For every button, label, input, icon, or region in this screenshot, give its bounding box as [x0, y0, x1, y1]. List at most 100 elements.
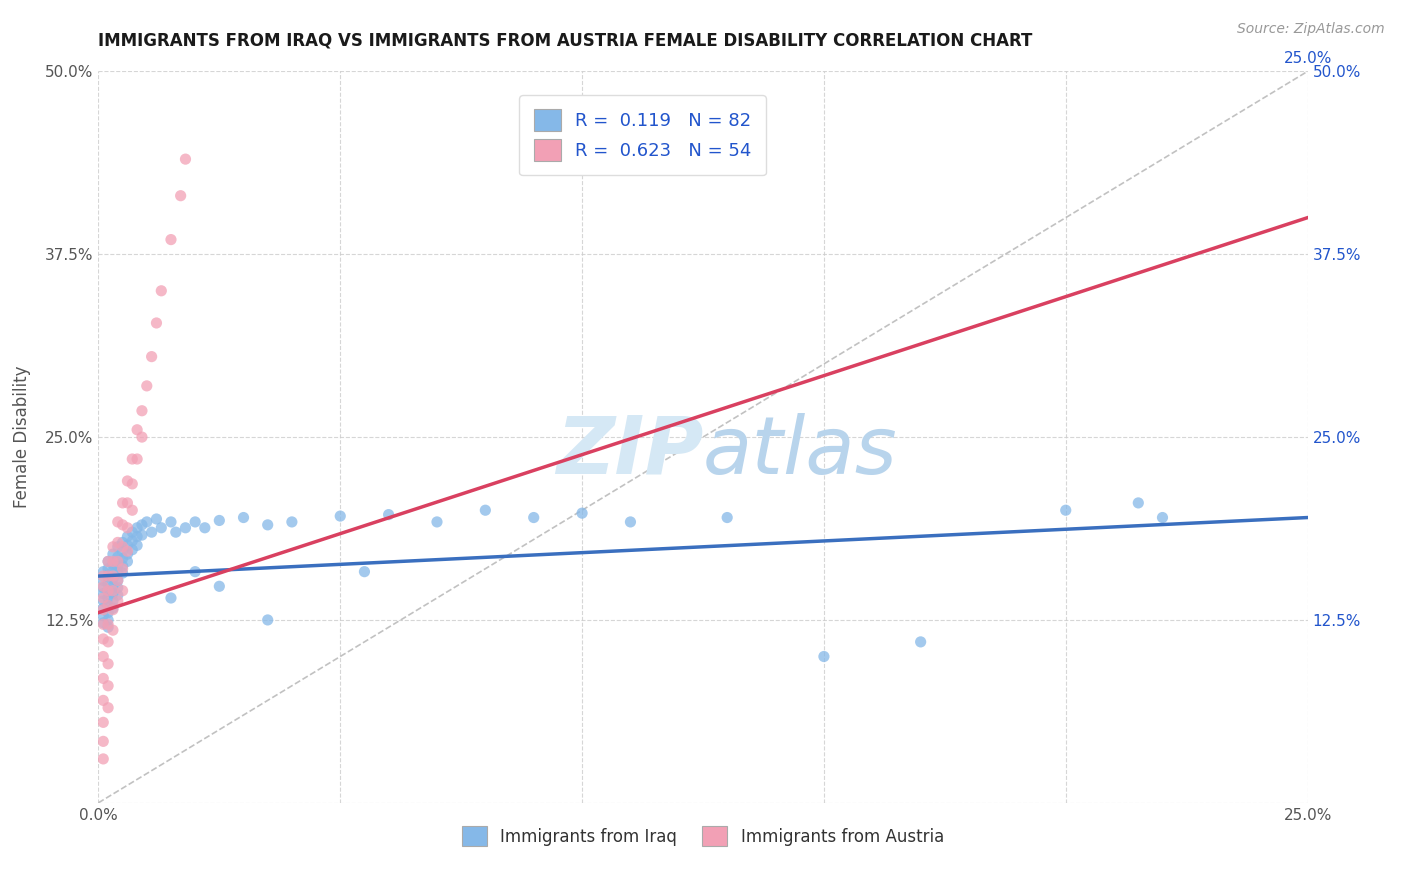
- Point: [101, 565, 124, 579]
- Y-axis label: Female Disability: Female Disability: [13, 366, 31, 508]
- Point: [131, 517, 153, 532]
- Point: [91, 615, 114, 630]
- Point: [165, 525, 187, 540]
- Point: [426, 515, 449, 529]
- Point: [91, 603, 114, 617]
- Point: [127, 423, 149, 437]
- Point: [101, 540, 124, 554]
- Point: [97, 620, 120, 634]
- Point: [91, 581, 114, 595]
- Point: [107, 540, 129, 554]
- Point: [101, 554, 124, 568]
- Point: [111, 566, 134, 581]
- Point: [256, 613, 278, 627]
- Point: [91, 591, 114, 605]
- Point: [91, 649, 114, 664]
- Point: [232, 510, 254, 524]
- Point: [716, 510, 738, 524]
- Point: [281, 515, 304, 529]
- Point: [523, 510, 546, 524]
- Point: [1054, 503, 1077, 517]
- Text: ZIP: ZIP: [555, 413, 703, 491]
- Point: [91, 601, 114, 615]
- Point: [91, 734, 114, 748]
- Point: [111, 535, 134, 549]
- Text: atlas: atlas: [703, 413, 898, 491]
- Point: [160, 515, 183, 529]
- Point: [910, 635, 932, 649]
- Point: [97, 657, 120, 671]
- Text: Source: ZipAtlas.com: Source: ZipAtlas.com: [1237, 22, 1385, 37]
- Point: [101, 547, 124, 561]
- Point: [571, 506, 593, 520]
- Point: [101, 623, 124, 637]
- Point: [121, 542, 143, 557]
- Point: [117, 474, 139, 488]
- Point: [111, 540, 134, 554]
- Point: [101, 601, 124, 615]
- Point: [91, 594, 114, 608]
- Point: [107, 566, 129, 581]
- Point: [101, 583, 124, 598]
- Point: [121, 476, 143, 491]
- Point: [97, 679, 120, 693]
- Point: [101, 603, 124, 617]
- Point: [107, 554, 129, 568]
- Point: [117, 538, 139, 552]
- Point: [174, 152, 197, 166]
- Point: [150, 284, 173, 298]
- Point: [127, 530, 149, 544]
- Point: [91, 617, 114, 632]
- Point: [256, 517, 278, 532]
- Point: [91, 672, 114, 686]
- Point: [91, 693, 114, 707]
- Point: [97, 562, 120, 576]
- Point: [117, 521, 139, 535]
- Point: [101, 586, 124, 600]
- Point: [107, 581, 129, 595]
- Point: [97, 617, 120, 632]
- Point: [184, 515, 207, 529]
- Point: [111, 544, 134, 558]
- Point: [145, 316, 167, 330]
- Point: [107, 574, 129, 588]
- Point: [174, 521, 197, 535]
- Point: [107, 535, 129, 549]
- Point: [111, 496, 134, 510]
- Point: [117, 547, 139, 561]
- Point: [91, 565, 114, 579]
- Point: [150, 521, 173, 535]
- Point: [107, 515, 129, 529]
- Point: [91, 632, 114, 646]
- Point: [813, 649, 835, 664]
- Point: [91, 574, 114, 588]
- Point: [97, 554, 120, 568]
- Point: [121, 533, 143, 548]
- Point: [127, 521, 149, 535]
- Point: [91, 579, 114, 593]
- Point: [97, 599, 120, 613]
- Point: [117, 530, 139, 544]
- Point: [111, 558, 134, 573]
- Point: [169, 188, 191, 202]
- Point: [377, 508, 399, 522]
- Point: [208, 513, 231, 527]
- Point: [91, 608, 114, 623]
- Point: [101, 569, 124, 583]
- Point: [97, 569, 120, 583]
- Point: [117, 544, 139, 558]
- Point: [101, 558, 124, 572]
- Point: [107, 594, 129, 608]
- Point: [97, 583, 120, 598]
- Point: [127, 538, 149, 552]
- Point: [111, 551, 134, 566]
- Point: [111, 583, 134, 598]
- Point: [474, 503, 496, 517]
- Point: [97, 569, 120, 583]
- Point: [107, 574, 129, 588]
- Point: [127, 452, 149, 467]
- Point: [117, 554, 139, 568]
- Point: [107, 558, 129, 573]
- Point: [107, 588, 129, 602]
- Point: [97, 583, 120, 598]
